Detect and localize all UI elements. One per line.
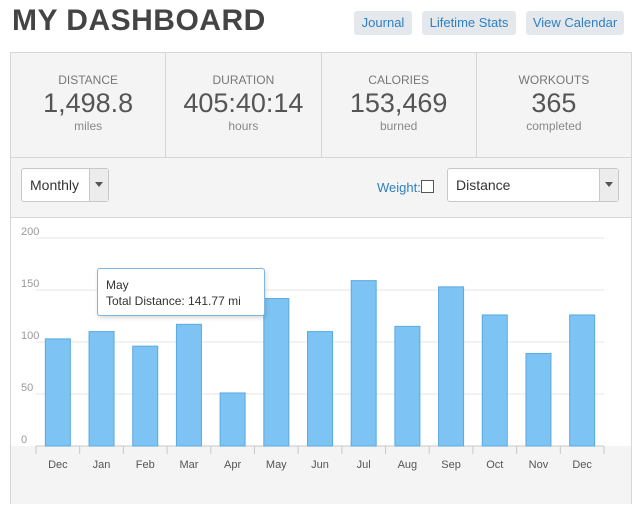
x-tick-label: Jul [357,459,371,471]
stat-unit: burned [379,119,418,133]
bar-dec [569,314,596,447]
x-tick-label: Sep [441,459,461,471]
bar-jan [88,331,115,447]
metric-select[interactable]: Distance [447,168,619,202]
bar-jul [350,280,377,447]
chart-toolbar: Monthly Weight: Distance [11,157,631,218]
bar-nov [525,352,552,447]
bar-feb [132,345,159,447]
journal-button[interactable]: Journal [354,11,412,35]
chart-tooltip: May Total Distance: 141.77 mi [97,268,265,316]
stat-label: DURATION [212,73,275,87]
bar-dec [44,338,71,447]
page-title: MY DASHBOARD [12,4,266,37]
stat-calories: CALORIES 153,469 burned [322,53,477,157]
stat-label: DISTANCE [58,73,119,87]
lifetime-stats-button[interactable]: Lifetime Stats [422,11,516,35]
y-tick-label: 150 [21,278,39,290]
stat-duration: DURATION 405:40:14 hours [166,53,322,157]
stat-unit: completed [526,119,582,133]
x-tick-label: Jun [311,459,329,471]
y-tick-label: 0 [21,434,27,446]
weight-checkbox[interactable] [421,180,434,193]
x-tick-label: Jan [93,459,111,471]
stats-row: DISTANCE 1,498.8 miles DURATION 405:40:1… [11,53,631,157]
y-tick-label: 100 [21,330,39,342]
x-tick-label: Nov [529,459,549,471]
stat-value: 405:40:14 [183,88,304,118]
stat-label: WORKOUTS [518,73,590,87]
period-select-value: Monthly [30,177,80,193]
chart-area: 0 50 100 150 200 Dec Jan Feb Mar Apr May Jun Jul Aug S… [11,217,631,504]
chevron-down-icon[interactable] [599,169,618,201]
x-tick-label: Oct [486,459,503,471]
stat-label: CALORIES [368,73,429,87]
y-tick-label: 50 [21,382,33,394]
period-select[interactable]: Monthly [21,168,109,202]
weight-label[interactable]: Weight: [377,180,421,195]
x-tick-label: Aug [398,459,418,471]
stat-value: 153,469 [349,88,448,118]
x-tick-label: Feb [136,459,155,471]
tooltip-month: May [106,278,129,292]
bar-oct [481,314,508,447]
stat-unit: miles [74,119,103,133]
tooltip-value: Total Distance: 141.77 mi [106,294,241,308]
chevron-down-icon[interactable] [89,169,108,201]
bar-chart: 0 50 100 150 200 Dec Jan Feb Mar Apr May Jun Jul Aug S… [21,226,605,471]
x-tick-label: May [266,459,287,471]
stat-value: 365 [531,88,577,118]
x-tick-label: Dec [48,459,68,471]
x-axis-band [11,446,631,504]
bar-sep [438,286,465,447]
bar-apr [219,392,246,447]
x-tick-label: Dec [572,459,592,471]
view-calendar-button[interactable]: View Calendar [526,11,624,35]
stat-workouts: WORKOUTS 365 completed [477,53,631,157]
y-tick-label: 200 [21,226,39,238]
bar-mar [175,323,202,447]
metric-select-value: Distance [456,177,511,193]
bar-jun [307,331,333,447]
x-tick-label: Mar [179,459,198,471]
bar-may [263,298,290,447]
stat-unit: hours [228,119,259,133]
stat-distance: DISTANCE 1,498.8 miles [11,53,167,157]
dashboard-panel: DISTANCE 1,498.8 miles DURATION 405:40:1… [10,52,632,504]
x-tick-label: Apr [224,459,241,471]
stat-value: 1,498.8 [43,88,134,118]
bar-aug [394,325,421,447]
